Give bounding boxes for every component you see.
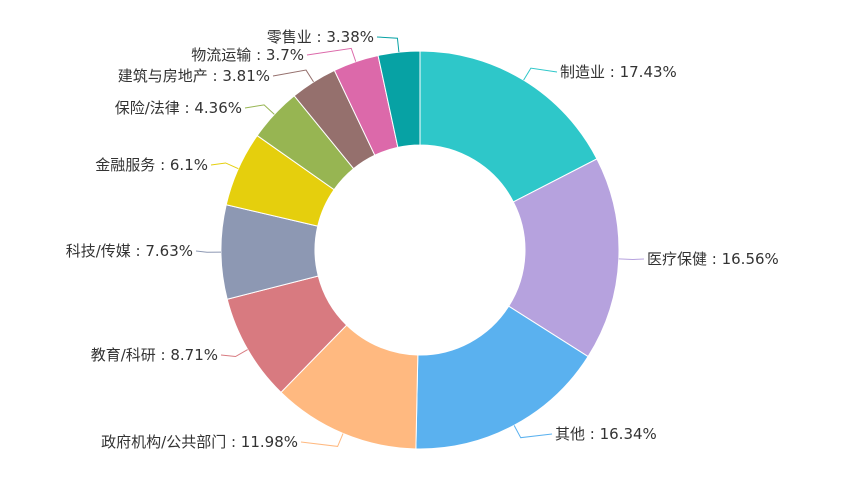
- leader-line-制造业: [523, 67, 558, 81]
- slices-group: [220, 50, 620, 450]
- leader-line-零售业: [376, 36, 400, 53]
- data-label-保险-法律: 保险/法律 : 4.36%: [115, 99, 242, 117]
- leader-line-物流运输: [306, 47, 357, 62]
- data-label-物流运输: 物流运输 : 3.7%: [191, 46, 304, 64]
- data-label-教育-科研: 教育/科研 : 8.71%: [91, 346, 218, 364]
- labels-group: 制造业 : 17.43% 医疗保健 : 16.56% 其他 : 16.34% 政府机构…: [66, 28, 779, 451]
- slice-其他[interactable]: [415, 305, 589, 450]
- leader-line-科技-传媒: [195, 250, 222, 253]
- data-label-制造业: 制造业 : 17.43%: [560, 63, 677, 81]
- data-label-医疗保健: 医疗保健 : 16.56%: [647, 250, 779, 268]
- leader-line-教育-科研: [220, 349, 248, 358]
- slice-零售业[interactable]: [377, 50, 421, 148]
- leader-line-建筑与房地产: [272, 69, 314, 83]
- leader-line-保险-法律: [244, 104, 275, 115]
- leader-line-金融服务: [210, 162, 239, 170]
- data-label-政府机构-公共部门: 政府机构/公共部门 : 11.98%: [101, 433, 298, 451]
- slice-制造业[interactable]: [419, 50, 598, 203]
- leader-line-医疗保健: [618, 258, 645, 260]
- leader-lines-group: [195, 36, 645, 447]
- data-label-金融服务: 金融服务 : 6.1%: [95, 156, 208, 174]
- data-label-其他: 其他 : 16.34%: [555, 425, 657, 443]
- slice-医疗保健[interactable]: [508, 158, 620, 358]
- leader-line-其他: [513, 425, 553, 439]
- data-label-科技-传媒: 科技/传媒 : 7.63%: [66, 242, 193, 260]
- data-label-建筑与房地产: 建筑与房地产 : 3.81%: [118, 67, 270, 85]
- leader-line-政府机构-公共部门: [300, 433, 344, 447]
- data-label-零售业: 零售业 : 3.38%: [267, 28, 374, 46]
